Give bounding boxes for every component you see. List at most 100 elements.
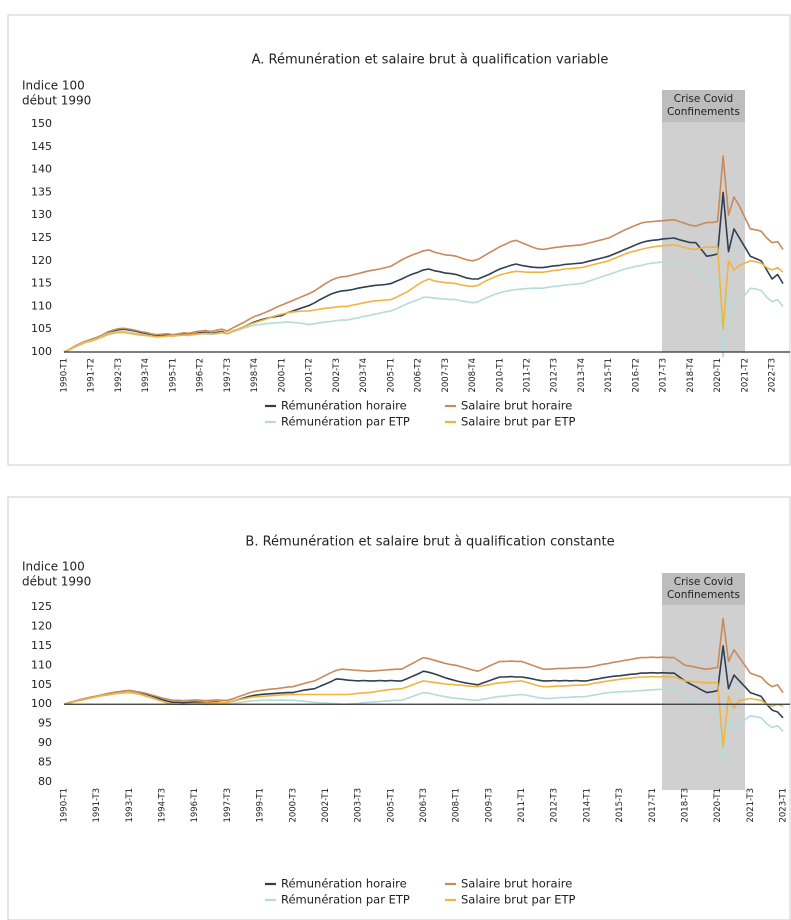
- x-tick-label: 2012-T3: [550, 358, 560, 393]
- y-axis-label: Indice 100: [22, 560, 85, 574]
- y-tick-label: 85: [38, 756, 52, 769]
- legend-label: Rémunération par ETP: [281, 893, 410, 907]
- y-tick-label: 105: [31, 322, 52, 335]
- x-tick-label: 2006-T2: [414, 358, 424, 393]
- series-line: [63, 155, 784, 353]
- x-tick-label: 2020-T1: [713, 358, 723, 393]
- shade: [662, 573, 745, 790]
- series-line: [63, 191, 784, 353]
- y-axis-label: début 1990: [22, 575, 91, 589]
- y-tick-label: 110: [31, 658, 52, 671]
- y-tick-label: 135: [31, 185, 52, 198]
- y-axis-label: Indice 100: [22, 79, 85, 93]
- legend-label: Salaire brut horaire: [461, 399, 572, 413]
- x-tick-label: 1997-T3: [223, 358, 233, 393]
- x-tick-label: 2009-T3: [484, 788, 494, 823]
- annotation: Confinements: [667, 589, 740, 601]
- chart-title: B. Rémunération et salaire brut à qualif…: [245, 535, 614, 550]
- x-tick-label: 2001-T2: [305, 358, 315, 393]
- x-tick-label: 2008-T1: [452, 788, 462, 823]
- y-tick-label: 100: [31, 697, 52, 710]
- x-tick-label: 2022-T3: [768, 358, 778, 393]
- x-tick-label: 2008-T4: [468, 358, 478, 393]
- x-tick-label: 2000-T3: [288, 788, 298, 823]
- x-tick-label: 2015-T3: [615, 788, 625, 823]
- x-tick-label: 2023-T1: [779, 788, 789, 823]
- x-tick-label: 1992-T3: [114, 358, 124, 393]
- x-tick-label: 2002-T3: [332, 358, 342, 393]
- x-tick-label: 1991-T3: [92, 788, 102, 823]
- legend-label: Rémunération horaire: [281, 877, 407, 891]
- x-tick-label: 1990-T1: [60, 788, 70, 823]
- x-tick-label: 2018-T4: [686, 358, 696, 393]
- x-tick-label: 2007-T3: [441, 358, 451, 393]
- legend-label: Salaire brut par ETP: [461, 415, 575, 429]
- x-tick-label: 2011-T2: [522, 358, 532, 393]
- panel-frame: [7, 14, 791, 466]
- y-tick-label: 150: [31, 117, 52, 130]
- y-tick-label: 115: [31, 277, 52, 290]
- y-tick-label: 110: [31, 299, 52, 312]
- y-tick-label: 120: [31, 619, 52, 632]
- x-tick-label: 2017-T1: [648, 788, 658, 823]
- x-tick-label: 1993-T4: [141, 358, 151, 393]
- x-tick-label: 2005-T1: [386, 788, 396, 823]
- x-tick-label: 1998-T4: [250, 358, 260, 393]
- x-tick-label: 2006-T3: [419, 788, 429, 823]
- x-tick-label: 2021-T2: [740, 358, 750, 393]
- x-tick-label: 1999-T1: [256, 788, 266, 823]
- y-tick-label: 95: [38, 717, 52, 730]
- x-tick-label: 2018-T3: [680, 788, 690, 823]
- x-tick-label: 1994-T3: [158, 788, 168, 823]
- chart-title: A. Rémunération et salaire brut à qualif…: [252, 53, 609, 68]
- shade: [662, 90, 745, 352]
- shade-label-box: [662, 573, 745, 605]
- x-tick-label: 1997-T3: [223, 788, 233, 823]
- x-tick-label: 2012-T3: [550, 788, 560, 823]
- x-tick-label: 1996-T2: [196, 358, 206, 393]
- y-tick-label: 120: [31, 254, 52, 267]
- y-tick-label: 105: [31, 678, 52, 691]
- x-tick-label: 2010-T1: [495, 358, 505, 393]
- y-tick-label: 80: [38, 775, 52, 788]
- y-axis-label: début 1990: [22, 94, 91, 108]
- y-tick-label: 100: [31, 345, 52, 358]
- x-tick-label: 1993-T1: [125, 788, 135, 823]
- y-tick-label: 130: [31, 208, 52, 221]
- x-tick-label: 1996-T1: [190, 788, 200, 823]
- y-tick-label: 90: [38, 736, 52, 749]
- x-tick-label: 1990-T1: [60, 358, 70, 393]
- series-line: [63, 617, 784, 705]
- x-tick-label: 2021-T3: [746, 788, 756, 823]
- shade-label-box: [662, 90, 745, 122]
- x-tick-label: 2020-T1: [713, 788, 723, 823]
- legend-label: Salaire brut par ETP: [461, 893, 575, 907]
- series-line: [63, 645, 784, 719]
- x-tick-label: 2003-T4: [359, 358, 369, 393]
- x-tick-label: 2016-T2: [631, 358, 641, 393]
- y-tick-label: 115: [31, 639, 52, 652]
- x-tick-label: 2017-T3: [659, 358, 669, 393]
- x-tick-label: 2011-T1: [517, 788, 527, 823]
- y-tick-label: 140: [31, 163, 52, 176]
- annotation: Crise Covid: [674, 93, 733, 105]
- panel-frame: [7, 496, 791, 920]
- x-tick-label: 2005-T1: [386, 358, 396, 393]
- legend-label: Rémunération horaire: [281, 399, 407, 413]
- y-tick-label: 145: [31, 140, 52, 153]
- x-tick-label: 2000-T1: [277, 358, 287, 393]
- y-tick-label: 125: [31, 600, 52, 613]
- legend-label: Salaire brut horaire: [461, 877, 572, 891]
- x-tick-label: 2002-T1: [321, 788, 331, 823]
- x-tick-label: 2015-T1: [604, 358, 614, 393]
- x-tick-label: 1991-T2: [87, 358, 97, 393]
- annotation: Confinements: [667, 106, 740, 118]
- x-tick-label: 2013-T4: [577, 358, 587, 393]
- series-line: [63, 244, 784, 353]
- x-tick-label: 1995-T1: [168, 358, 178, 393]
- legend-label: Rémunération par ETP: [281, 415, 410, 429]
- x-tick-label: 2003-T3: [354, 788, 364, 823]
- annotation: Crise Covid: [674, 576, 733, 588]
